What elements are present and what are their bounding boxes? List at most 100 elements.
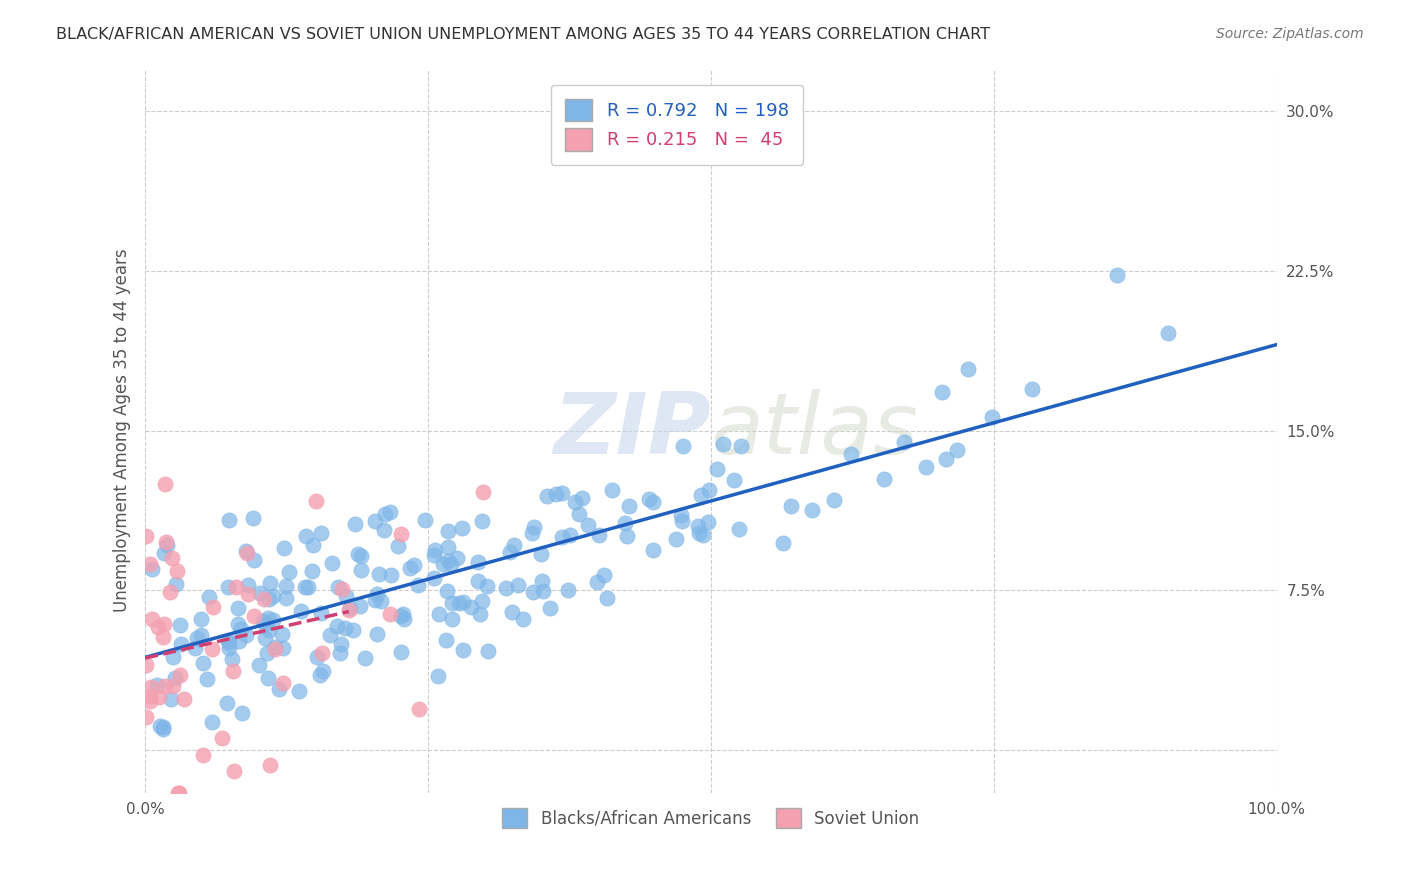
Point — [326, 580, 349, 594]
Point — [295, 529, 318, 543]
Point — [346, 547, 368, 561]
Point — [364, 593, 387, 607]
Point — [152, 631, 174, 645]
Point — [671, 514, 693, 528]
Point — [672, 440, 695, 454]
Point — [446, 551, 468, 566]
Point — [692, 528, 714, 542]
Point — [1105, 268, 1128, 282]
Point — [728, 522, 751, 536]
Point — [425, 542, 447, 557]
Point — [253, 631, 276, 645]
Point — [162, 650, 184, 665]
Point — [1021, 382, 1043, 396]
Point — [593, 568, 616, 582]
Point — [350, 549, 373, 563]
Point — [242, 510, 264, 524]
Point — [162, 679, 184, 693]
Point — [342, 623, 364, 637]
Point — [236, 586, 259, 600]
Point — [229, 622, 252, 636]
Point — [378, 607, 401, 621]
Point — [980, 410, 1002, 425]
Point — [531, 574, 554, 588]
Point — [471, 514, 494, 528]
Point — [201, 714, 224, 729]
Point — [402, 558, 425, 573]
Point — [373, 523, 395, 537]
Point — [780, 499, 803, 513]
Point — [380, 568, 402, 582]
Point — [477, 644, 499, 658]
Point — [262, 613, 284, 627]
Point — [686, 519, 709, 533]
Point — [551, 530, 574, 544]
Point — [165, 576, 187, 591]
Point — [432, 557, 454, 571]
Point — [697, 515, 720, 529]
Y-axis label: Unemployment Among Ages 35 to 44 years: Unemployment Among Ages 35 to 44 years — [114, 249, 131, 613]
Point — [665, 532, 688, 546]
Point — [169, 618, 191, 632]
Point — [308, 667, 330, 681]
Point — [437, 554, 460, 568]
Point — [217, 696, 239, 710]
Point — [600, 483, 623, 498]
Point — [222, 764, 245, 779]
Point — [254, 616, 277, 631]
Point — [389, 645, 412, 659]
Point — [148, 690, 170, 704]
Point — [588, 527, 610, 541]
Point — [195, 672, 218, 686]
Point — [669, 508, 692, 522]
Point — [688, 525, 710, 540]
Point — [225, 580, 247, 594]
Point — [273, 541, 295, 555]
Point — [252, 614, 274, 628]
Point — [256, 646, 278, 660]
Point — [274, 591, 297, 606]
Point — [163, 671, 186, 685]
Point — [135, 529, 157, 543]
Point — [257, 671, 280, 685]
Text: ZIP: ZIP — [554, 389, 711, 472]
Point — [257, 611, 280, 625]
Point — [471, 484, 494, 499]
Point — [538, 600, 561, 615]
Point — [408, 702, 430, 716]
Point — [690, 488, 713, 502]
Point — [235, 628, 257, 642]
Point — [427, 607, 450, 621]
Point — [309, 606, 332, 620]
Point — [956, 362, 979, 376]
Point — [309, 526, 332, 541]
Text: atlas: atlas — [711, 389, 920, 472]
Point — [247, 658, 270, 673]
Point — [152, 722, 174, 736]
Point — [148, 620, 170, 634]
Point — [568, 507, 591, 521]
Point — [218, 640, 240, 655]
Point — [503, 538, 526, 552]
Point — [145, 678, 167, 692]
Point — [193, 748, 215, 763]
Point — [135, 658, 157, 673]
Point — [436, 541, 458, 555]
Point — [186, 631, 208, 645]
Point — [364, 514, 387, 528]
Point — [321, 556, 343, 570]
Point — [166, 565, 188, 579]
Point — [263, 642, 285, 657]
Point — [155, 534, 177, 549]
Point — [823, 492, 845, 507]
Point — [222, 664, 245, 678]
Point — [217, 581, 239, 595]
Point — [772, 536, 794, 550]
Point — [319, 627, 342, 641]
Point — [169, 786, 191, 800]
Point — [304, 494, 326, 508]
Point — [243, 553, 266, 567]
Point — [305, 649, 328, 664]
Point — [270, 627, 292, 641]
Point — [616, 529, 638, 543]
